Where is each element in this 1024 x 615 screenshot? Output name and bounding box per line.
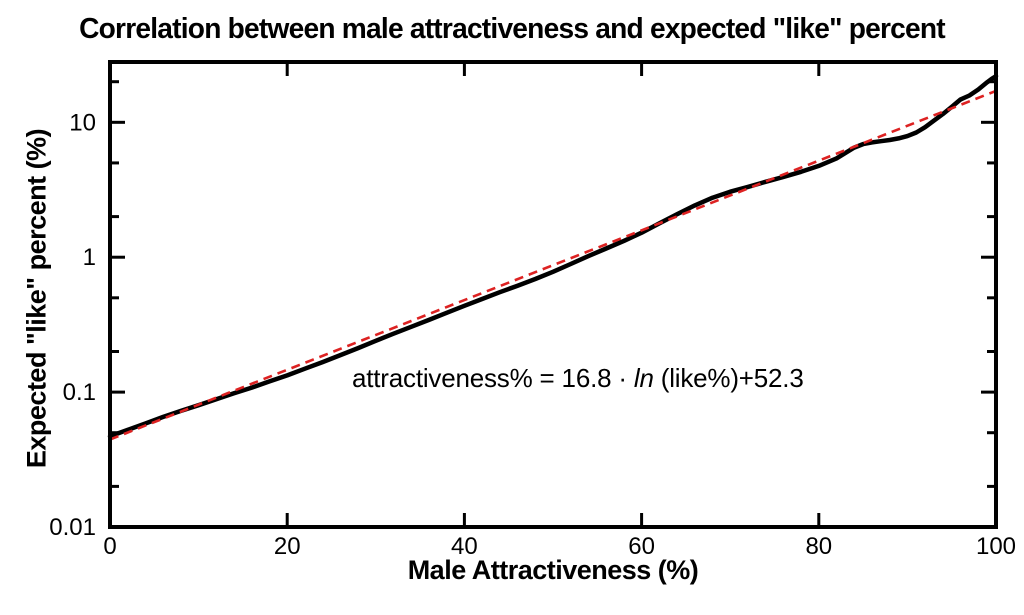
equation-prefix: attractiveness% = 16.8 · xyxy=(352,363,634,393)
equation-suffix: (like%)+52.3 xyxy=(653,363,804,393)
x-tick-label: 100 xyxy=(976,533,1016,560)
equation-ln: ln xyxy=(633,363,654,393)
y-tick-label: 0.01 xyxy=(49,514,96,541)
x-tick-label: 60 xyxy=(628,533,655,560)
fit-line xyxy=(109,89,997,441)
chart-title: Correlation between male attractiveness … xyxy=(79,13,946,45)
x-tick-label: 40 xyxy=(451,533,478,560)
x-tick-label: 20 xyxy=(274,533,301,560)
x-tick-label: 0 xyxy=(103,533,116,560)
x-tick-label: 80 xyxy=(805,533,832,560)
observed-curve xyxy=(107,73,999,439)
y-tick-label: 10 xyxy=(69,109,96,136)
fit-equation-annotation: attractiveness% = 16.8 · ln (like%)+52.3 xyxy=(352,363,804,394)
y-tick-label: 1 xyxy=(83,244,96,271)
plot-frame xyxy=(108,60,998,529)
x-axis-label: Male Attractiveness (%) xyxy=(407,555,699,585)
y-tick-label: 0.1 xyxy=(63,379,96,406)
